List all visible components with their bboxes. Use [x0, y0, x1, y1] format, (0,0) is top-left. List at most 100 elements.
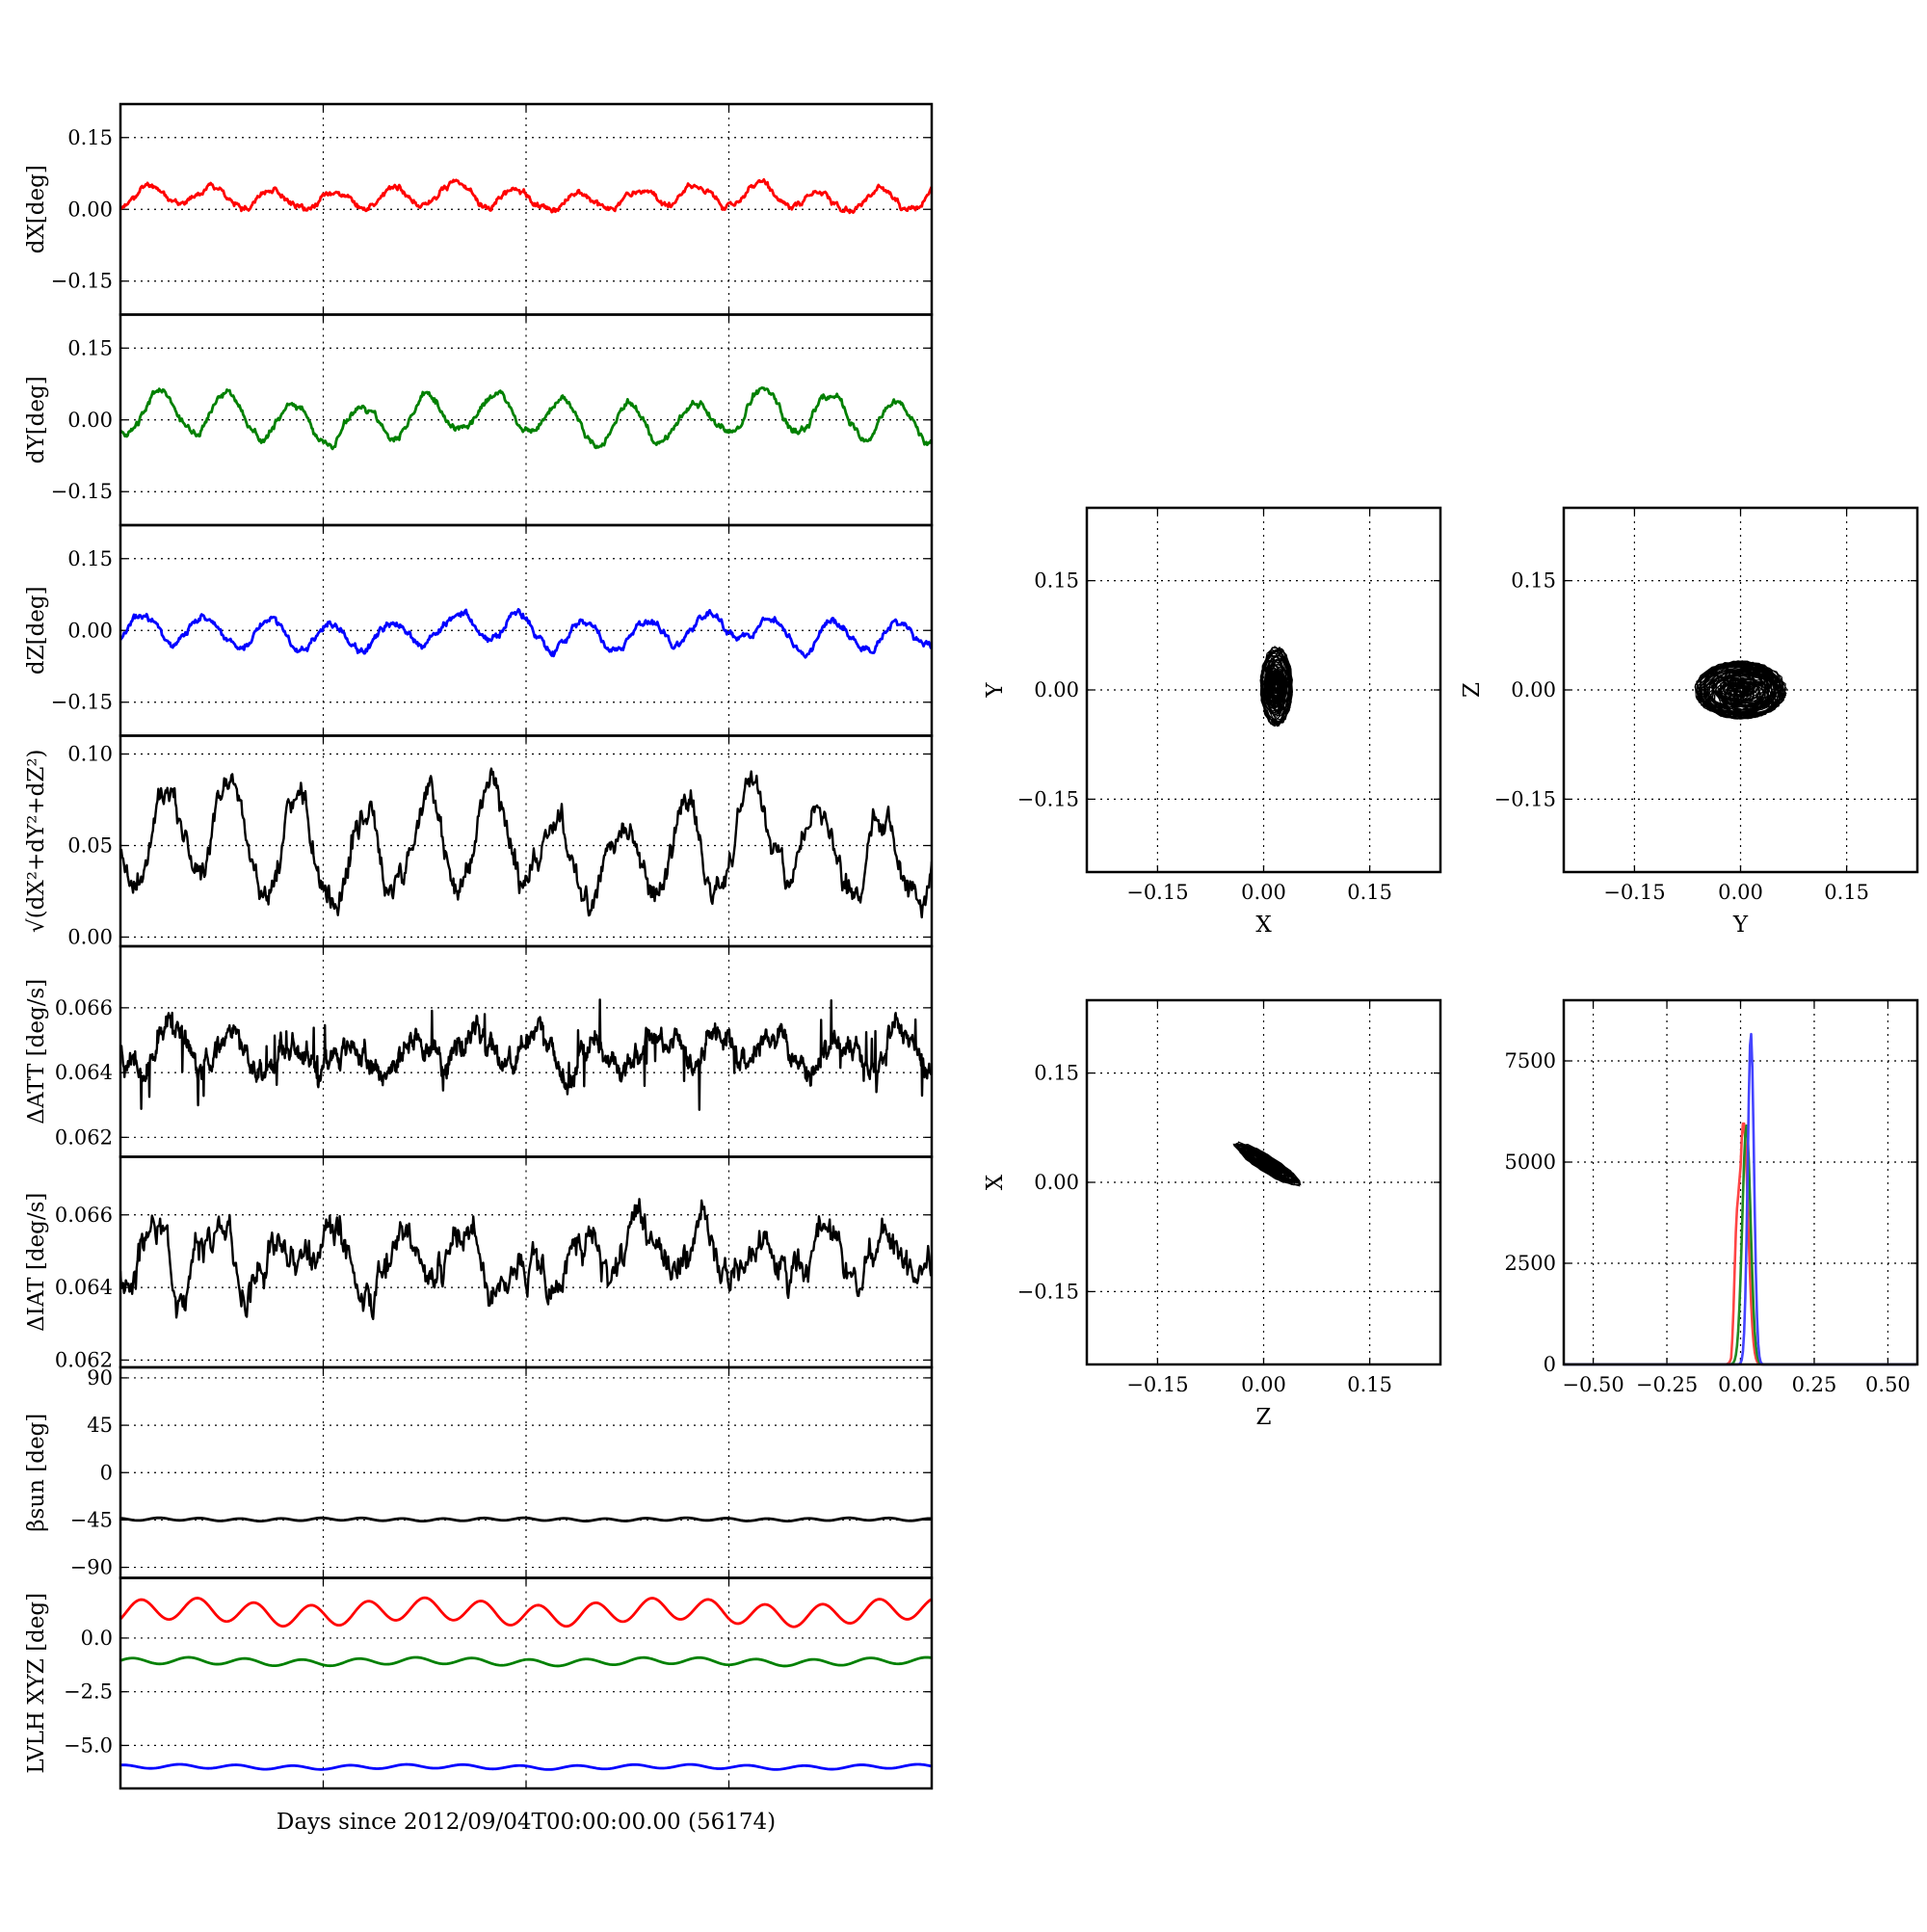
ytick-label: 0.062 [55, 1348, 113, 1371]
ylabel-dz: dZ[deg] [24, 586, 49, 675]
plot-area-dz [120, 607, 932, 659]
ytick-label: −2.5 [64, 1681, 113, 1704]
xlabel-zx: Z [1256, 1405, 1272, 1430]
ytick-label: 0.15 [1034, 569, 1079, 593]
series-line-2 [120, 1762, 932, 1771]
axes-lvlh: 0.0 −2.5 −5.0 LVLH XYZ [deg] Days since 2012… [24, 1576, 934, 1835]
axes-frame [1562, 998, 1919, 1366]
ytick-label: 0.05 [67, 834, 113, 858]
scatter-trace [1232, 1141, 1302, 1187]
xtick-label: −0.15 [1126, 881, 1188, 904]
ytick-label: 0.00 [67, 619, 113, 642]
ylabel-beta: βsun [deg] [24, 1414, 49, 1532]
ylabel-dy: dY[deg] [24, 376, 49, 463]
axes-frame [1085, 998, 1442, 1366]
axes-frame [1085, 506, 1442, 874]
xtick-label: 0.00 [1241, 1373, 1286, 1396]
axes-xy: 0.15 0.00 −0.15 −0.15 0.00 0.15 Y X [983, 506, 1442, 938]
ylabel-xy: Y [983, 682, 1008, 699]
series-line [120, 607, 932, 659]
hist-line-0 [1563, 1122, 1916, 1366]
ytick-label: −0.15 [1494, 787, 1556, 810]
ytick-label: −90 [70, 1556, 113, 1579]
plot-area-diat [120, 1198, 932, 1321]
ytick-label: 0.062 [55, 1125, 113, 1149]
axes-yz: 0.15 0.00 −0.15 −0.15 0.00 0.15 Z Y [1460, 506, 1919, 938]
xtick-label: −0.50 [1562, 1373, 1623, 1396]
ytick-label: 0.066 [55, 996, 113, 1019]
series-line [120, 177, 932, 215]
series-line [120, 1198, 932, 1321]
ytick-label: 0 [1544, 1353, 1556, 1376]
xlabel-yz: Y [1732, 913, 1749, 938]
xtick-label: −0.15 [1126, 1373, 1188, 1396]
axes-zx: 0.15 0.00 −0.15 −0.15 0.00 0.15 X Z [983, 998, 1442, 1430]
series-line [120, 998, 932, 1111]
xtick-label: −0.25 [1636, 1373, 1698, 1396]
ylabel-lvlh: LVLH XYZ [deg] [24, 1593, 49, 1774]
ytick-label: 0.064 [55, 1276, 113, 1299]
series-line-1 [120, 1655, 932, 1668]
scatter-trace [1694, 660, 1787, 720]
ytick-label: 7500 [1505, 1049, 1556, 1072]
xlabel-lvlh: Days since 2012/09/04T00:00:00.00 (56174… [277, 1810, 776, 1835]
ytick-label: −0.15 [1017, 787, 1079, 810]
series-line-0 [120, 1596, 932, 1628]
axes-mag: 0.10 0.05 0.00 √(dX²+dY²+dZ²) [24, 734, 934, 949]
ylabel-datt: ΔATT [deg/s] [24, 979, 49, 1125]
xtick-label: 0.25 [1792, 1373, 1837, 1396]
axes-diat: 0.066 0.064 0.062 ΔIAT [deg/s] [24, 1155, 934, 1371]
ytick-label: 0.064 [55, 1061, 113, 1084]
ytick-label: −0.15 [1017, 1280, 1079, 1303]
ytick-label: 0.15 [67, 336, 113, 359]
ytick-label: 0.066 [55, 1204, 113, 1227]
ytick-label: −45 [70, 1508, 113, 1531]
ytick-label: 0.00 [1034, 1171, 1079, 1194]
ytick-label: 5000 [1505, 1151, 1556, 1174]
series-line [120, 767, 932, 919]
xtick-label: 0.15 [1347, 1373, 1392, 1396]
plot-area-dx [120, 177, 932, 215]
plot-area-datt [120, 998, 932, 1111]
ytick-label: 90 [87, 1366, 113, 1389]
plot-area-lvlh [120, 1596, 932, 1771]
ytick-label: 0 [100, 1461, 113, 1484]
ytick-label: −5.0 [64, 1734, 113, 1757]
axes-frame [119, 1576, 934, 1790]
xtick-label: 0.50 [1865, 1373, 1911, 1396]
ytick-label: 0.00 [67, 198, 113, 221]
xtick-label: 0.00 [1718, 1373, 1763, 1396]
ytick-label: 0.0 [81, 1627, 113, 1650]
ytick-label: 0.00 [67, 409, 113, 432]
ytick-label: 0.15 [67, 547, 113, 570]
ytick-label: 45 [87, 1414, 113, 1437]
ytick-label: 0.15 [67, 126, 113, 149]
series-line [120, 1516, 932, 1523]
xtick-label: 0.15 [1347, 881, 1392, 904]
ytick-label: 0.10 [67, 743, 113, 766]
ytick-label: 0.00 [67, 926, 113, 949]
ytick-label: 0.15 [1511, 569, 1556, 593]
scatter-trace [1259, 646, 1293, 728]
plot-area-dy [120, 385, 932, 451]
ylabel-dx: dX[deg] [24, 165, 49, 253]
axes-beta: 90 45 0 −45 −90 βsun [deg] [24, 1365, 934, 1579]
xlabel-xy: X [1255, 913, 1272, 938]
ytick-label: −0.15 [51, 691, 113, 714]
plot-area-mag [120, 767, 932, 919]
xtick-label: 0.15 [1824, 881, 1869, 904]
ytick-label: 0.00 [1511, 678, 1556, 701]
xtick-label: 0.00 [1241, 881, 1286, 904]
xtick-label: 0.00 [1718, 881, 1763, 904]
ytick-label: 0.15 [1034, 1062, 1079, 1085]
plot-area-beta [120, 1516, 932, 1523]
ylabel-diat: ΔIAT [deg/s] [24, 1193, 49, 1332]
ytick-label: −0.15 [51, 480, 113, 503]
xtick-label: −0.15 [1603, 881, 1665, 904]
